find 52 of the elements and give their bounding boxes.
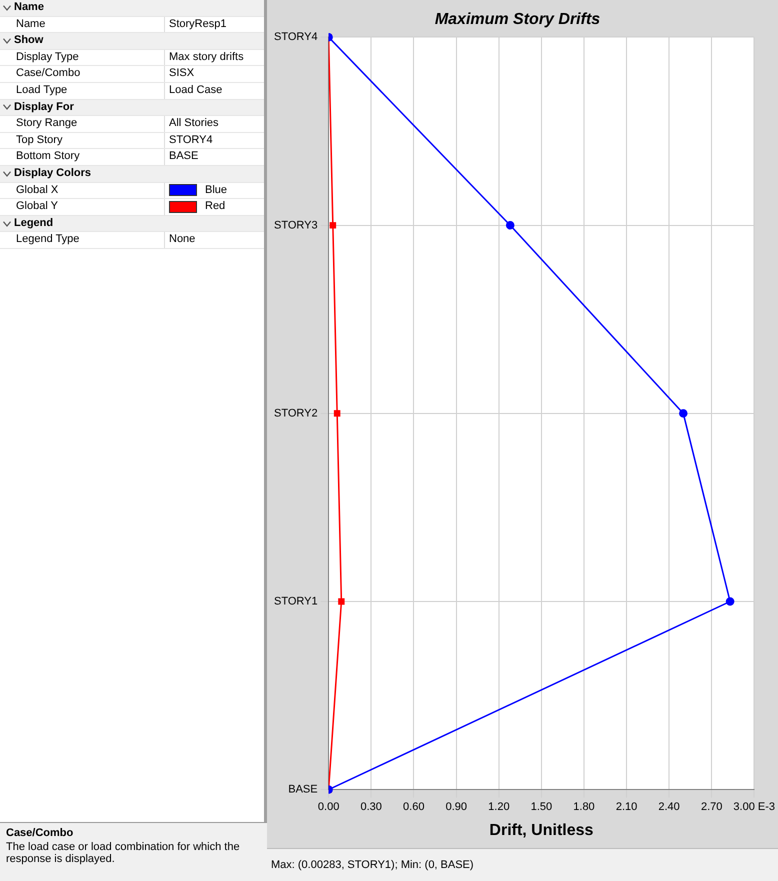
text: Red bbox=[205, 199, 226, 214]
text: Case/Combo bbox=[0, 66, 165, 82]
y-tick-label: STORY1 bbox=[274, 596, 318, 608]
text: Name bbox=[14, 0, 44, 15]
y-tick-label: STORY2 bbox=[274, 407, 318, 420]
x-tick-label: 0.30 bbox=[360, 801, 382, 814]
text: Display Type bbox=[0, 50, 165, 66]
point bbox=[334, 410, 340, 417]
text: SISX bbox=[169, 66, 194, 82]
x-tick-label: 1.80 bbox=[573, 801, 595, 814]
text: Bottom Story bbox=[0, 149, 165, 165]
y-tick-label: STORY4 bbox=[274, 31, 318, 44]
text: The load case or load combination for which the response is displayed. bbox=[6, 841, 241, 865]
point bbox=[506, 221, 514, 230]
x-tick-label: 1.20 bbox=[488, 801, 510, 814]
x-tick-label: 0.60 bbox=[403, 801, 424, 814]
point bbox=[330, 222, 336, 229]
text: Show bbox=[14, 33, 44, 48]
x-tick-label: 0.00 bbox=[318, 801, 340, 814]
text: Case/Combo bbox=[6, 827, 74, 839]
text: Global Y bbox=[0, 199, 165, 215]
chart-title: Maximum Story Drifts bbox=[434, 11, 600, 28]
y-tick-label: STORY3 bbox=[274, 219, 318, 232]
text: Story Range bbox=[0, 116, 165, 132]
text: BASE bbox=[169, 149, 198, 164]
y-tick-label: BASE bbox=[288, 784, 318, 796]
text: Load Type bbox=[0, 82, 165, 99]
text: None bbox=[169, 232, 196, 248]
text: STORY4 bbox=[169, 132, 213, 148]
text: Global X bbox=[0, 182, 165, 198]
x-tick-label: 3.00 E-3 bbox=[733, 801, 776, 814]
point bbox=[726, 597, 734, 606]
text: StoryResp1 bbox=[169, 16, 226, 32]
x-axis-title: Drift, Unitless bbox=[489, 822, 594, 839]
text: Blue bbox=[205, 182, 228, 198]
text: Legend bbox=[14, 216, 54, 231]
x-tick-label: 0.90 bbox=[446, 801, 468, 814]
text: Display For bbox=[14, 100, 74, 115]
text: Name bbox=[0, 16, 165, 32]
text: Display Colors bbox=[14, 166, 92, 181]
text: Max story drifts bbox=[169, 50, 244, 65]
text: All Stories bbox=[169, 116, 219, 132]
point bbox=[679, 409, 688, 418]
x-tick-label: 2.70 bbox=[700, 801, 722, 814]
text: Max: (0.00283, STORY1); Min: (0, BASE) bbox=[267, 848, 778, 881]
text: Top Story bbox=[0, 132, 165, 148]
point bbox=[338, 598, 345, 605]
text: Load Case bbox=[169, 82, 222, 98]
x-tick-label: 2.40 bbox=[658, 801, 680, 814]
x-tick-label: 1.50 bbox=[530, 801, 552, 814]
x-tick-label: 2.10 bbox=[616, 801, 638, 814]
text: Legend Type bbox=[0, 232, 165, 248]
